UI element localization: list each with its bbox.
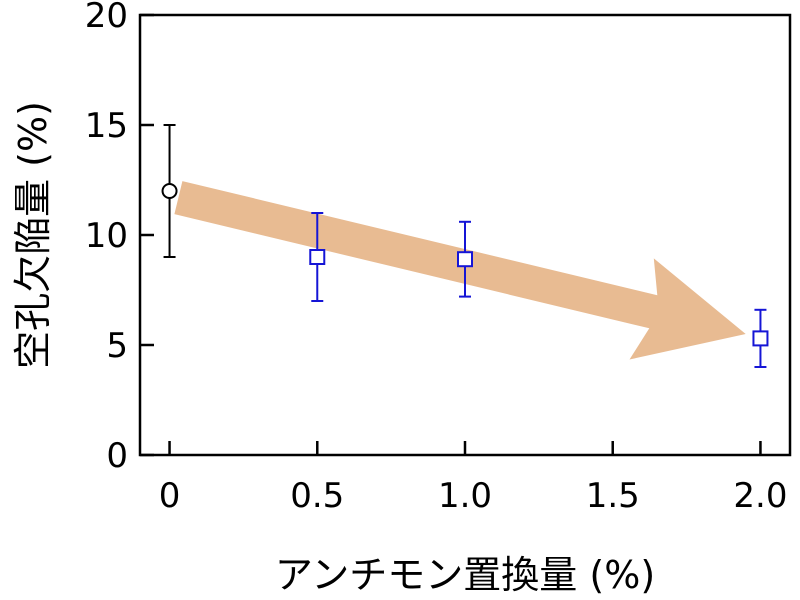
y-tick-label: 0 xyxy=(106,436,128,476)
x-axis-label: アンチモン置換量 (%) xyxy=(275,553,655,597)
trend-arrow-layer xyxy=(174,181,746,360)
y-tick-label: 15 xyxy=(85,106,128,146)
x-tick-label: 2.0 xyxy=(733,476,787,516)
trend-arrow xyxy=(174,181,746,360)
y-tick-label: 5 xyxy=(106,326,128,366)
data-points xyxy=(161,124,769,368)
y-tick-label: 20 xyxy=(85,0,128,36)
x-tick-label: 0 xyxy=(159,476,181,516)
data-point-square xyxy=(752,330,769,347)
y-axis-ticks: 0 5 10 15 20 xyxy=(85,0,154,476)
data-point-circle xyxy=(161,183,178,199)
y-tick-label: 10 xyxy=(85,216,128,256)
data-point-square xyxy=(457,251,473,268)
x-tick-label: 0.5 xyxy=(290,476,344,516)
data-point-square xyxy=(309,249,326,265)
x-tick-label: 1.5 xyxy=(586,476,640,516)
y-axis-label: 空孔欠陥量 (%) xyxy=(11,101,55,369)
x-tick-label: 1.0 xyxy=(438,476,492,516)
x-axis-ticks: 0 0.5 1.0 1.5 2.0 xyxy=(159,441,787,516)
